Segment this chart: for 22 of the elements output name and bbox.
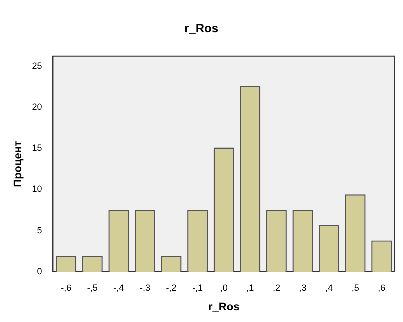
y-tick-label: 15 bbox=[32, 143, 42, 154]
x-tick-label: ,0 bbox=[220, 282, 228, 293]
chart-title: r_Ros bbox=[184, 22, 219, 36]
y-tick-label: 20 bbox=[32, 102, 42, 112]
x-tick-label: -,4 bbox=[114, 282, 124, 293]
x-tick-label: ,5 bbox=[352, 282, 360, 293]
y-axis-title: Процент bbox=[12, 140, 25, 188]
x-tick-label: -,2 bbox=[166, 282, 177, 293]
y-tick-label: 0 bbox=[37, 266, 42, 276]
y-tick-label: 10 bbox=[32, 184, 42, 194]
x-tick-label: -,1 bbox=[192, 282, 204, 293]
x-tick-label: ,3 bbox=[299, 282, 307, 293]
x-tick-label: -,6 bbox=[61, 282, 72, 293]
x-axis-title: r_Ros bbox=[208, 301, 240, 314]
y-tick-label: 5 bbox=[37, 225, 42, 236]
x-tick-label: ,4 bbox=[326, 282, 334, 293]
y-tick-label: 25 bbox=[32, 60, 42, 71]
x-tick-label: -,3 bbox=[140, 282, 150, 293]
x-tick-label: ,1 bbox=[246, 282, 254, 293]
x-tick-label: ,2 bbox=[272, 282, 280, 293]
x-tick-label: ,6 bbox=[378, 282, 386, 293]
x-tick-label: -,5 bbox=[87, 282, 98, 293]
